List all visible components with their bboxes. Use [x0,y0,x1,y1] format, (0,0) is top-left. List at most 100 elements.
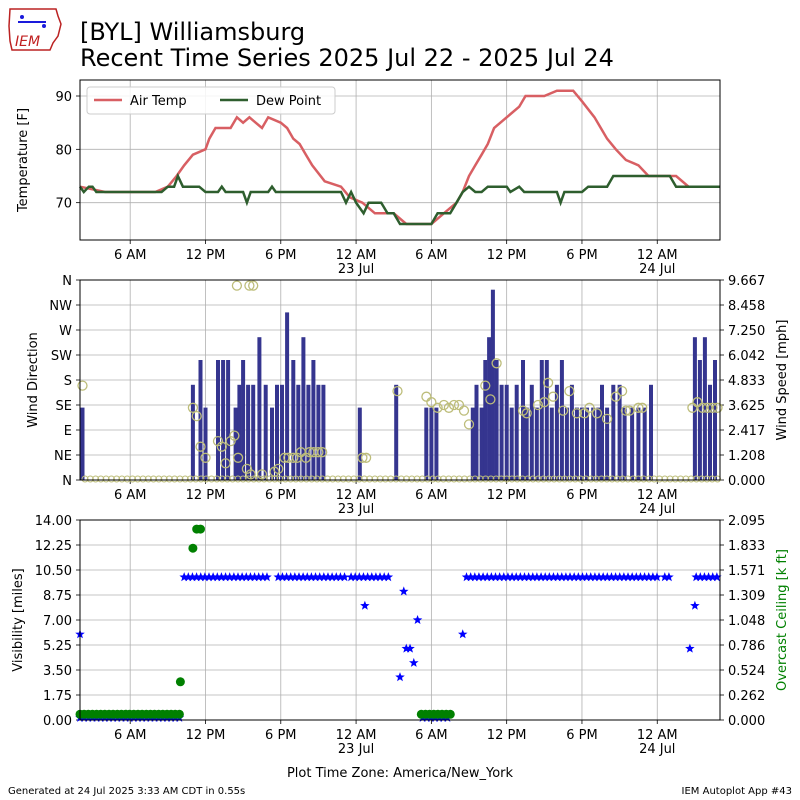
visibility-point [379,572,389,582]
visibility-point [358,572,369,582]
wind-speed-bar [424,407,429,480]
visibility-point [691,572,701,582]
wind-direction-point [571,408,583,419]
visibility-point [577,572,588,582]
wind-direction-calm-point [629,475,637,483]
wind-direction-calm-point [229,475,237,483]
wind-speed-bar [509,407,514,480]
wind-direction-calm-point [650,475,658,483]
wind-direction-calm-point [571,475,579,483]
wind-direction-calm-point [608,475,616,483]
x-tick-label: 6 PM [566,728,597,743]
visibility-point [310,572,321,582]
wind-direction-calm-point [671,475,679,483]
wind-speed-bar [649,384,653,480]
visibility-point [225,572,235,582]
visibility-point [314,572,325,582]
visibility-point [644,572,654,582]
wind-direction-calm-point [471,475,479,483]
wind-direction-calm-point [403,475,410,483]
wind-direction-calm-point [482,475,490,483]
y2-tick-label: 1.833 [728,539,765,554]
visibility-point [619,572,629,582]
x-tick-sublabel: 23 Jul [338,262,374,277]
y2-axis-label: Wind Speed [mph] [775,320,790,441]
wind-speed-bar [692,337,697,480]
visibility-point [528,572,538,582]
wind-speed-bar [708,384,712,480]
wind-direction-calm-point [592,475,600,483]
wind-direction-point [273,463,284,475]
wind-direction-calm-point [682,475,690,483]
visibility-point [623,572,633,582]
y-tick-label: 5.25 [43,639,72,654]
y2-tick-label: 7.250 [728,324,765,339]
wind-speed-bar [591,407,596,480]
wind-speed-bar [585,407,589,480]
y-tick-label: E [64,424,72,439]
visibility-point [540,572,550,582]
wind-direction-calm-point [476,475,484,483]
wind-direction-calm-point [497,475,505,483]
visibility-point [523,572,534,582]
wind-direction-calm-point [355,475,363,483]
wind-speed-bar [554,384,559,480]
visibility-point [664,572,674,582]
visibility-point [306,572,317,582]
visibility-point [561,572,571,582]
wind-speed-bar [263,384,268,480]
visibility-point [245,572,256,582]
wind-speed-bar [251,384,256,480]
visibility-point [339,572,350,582]
wind-speed-bar [534,407,539,480]
wind-direction-calm-point [455,475,463,483]
visibility-point [699,572,710,582]
wind-direction-calm-point [197,475,205,483]
wind-speed-bar [702,337,707,480]
wind-direction-point [432,402,443,413]
visibility-point [323,572,333,582]
wind-speed-bar [494,360,499,480]
wind-direction-calm-point [123,475,131,483]
x-tick-sublabel: 24 Jul [639,742,675,757]
wind-direction-calm-point [529,475,537,483]
visibility-point [712,572,722,582]
wind-speed-bar [636,407,641,480]
plot-frame [79,79,721,241]
wind-direction-point [187,402,199,413]
visibility-point [573,572,584,582]
wind-direction-calm-point [324,475,331,483]
wind-direction-calm-point [186,475,194,483]
wind-direction-calm-point [302,475,310,483]
wind-direction-calm-point [208,475,215,483]
wind-direction-point [248,280,259,291]
wind-speed-bar [617,384,622,480]
wind-direction-calm-point [176,475,184,483]
series-line-dew-point [78,172,720,226]
wind-speed-bar [296,384,301,480]
wind-direction-calm-point [698,475,706,483]
wind-direction-calm-point [619,475,627,483]
visibility-point [507,572,517,582]
wind-direction-calm-point [329,475,337,483]
y-tick-label: 7.00 [43,614,72,629]
wind-direction-point [244,280,255,291]
wind-speed-bar [357,407,362,480]
visibility-point [690,600,700,610]
visibility-point [335,572,346,582]
visibility-point [241,572,251,582]
wind-direction-point [438,399,450,411]
wind-direction-calm-point [692,475,700,483]
wind-direction-point [443,402,455,413]
y-tick-label: 80 [55,143,72,158]
x-tick-label: 12 PM [487,728,527,743]
x-tick-label: 6 AM [415,248,448,263]
y2-tick-label: 0.262 [728,689,765,704]
wind-direction-point [591,408,603,419]
visibility-point [216,572,227,582]
wind-speed-bar [605,407,610,480]
visibility-point [220,572,231,582]
y2-tick-label: 2.417 [728,424,765,439]
x-tick-sublabel: 24 Jul [639,502,675,517]
